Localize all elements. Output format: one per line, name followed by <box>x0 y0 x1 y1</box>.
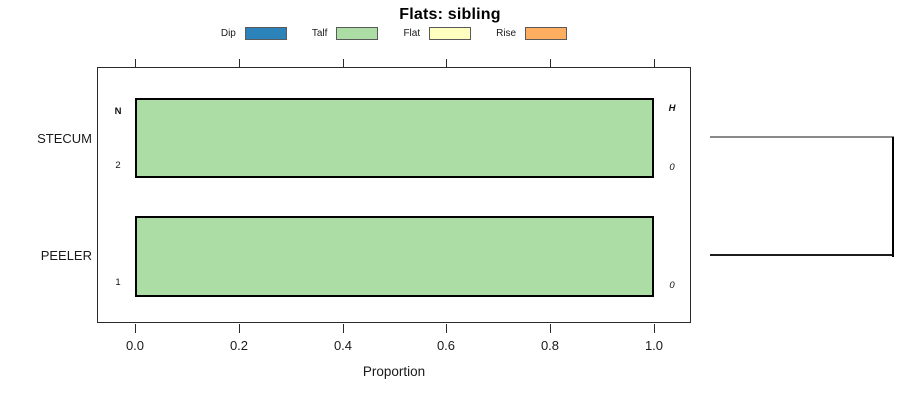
x-tick-mark-top <box>343 59 344 67</box>
legend-item-flat: Flat <box>403 26 472 40</box>
legend-swatch-rise <box>525 26 568 40</box>
x-tick-mark-bottom <box>135 324 136 333</box>
x-tick-mark-bottom <box>239 324 240 333</box>
legend-swatch-dip <box>244 26 287 40</box>
x-tick-mark-bottom <box>343 324 344 333</box>
x-tick-label: 1.0 <box>644 338 664 353</box>
legend-label-rise: Rise <box>496 27 517 39</box>
legend-label-talf: Talf <box>311 27 328 39</box>
dendrogram-joint <box>892 137 894 257</box>
legend-item-talf: Talf <box>311 26 379 40</box>
bar-peeler-talf <box>135 216 654 297</box>
annotation-entropy-peeler: 0 <box>669 280 675 291</box>
y-axis-label-peeler: PEELER <box>40 248 92 263</box>
x-tick-mark-top <box>135 59 136 67</box>
annotation-count-stecum: 2 <box>115 160 121 171</box>
annotation-count-peeler: 1 <box>115 277 121 288</box>
bar-stecum-talf <box>135 98 654 178</box>
legend-label-flat: Flat <box>403 27 421 39</box>
legend: Dip Talf Flat Rise <box>97 24 691 42</box>
x-tick-mark-bottom <box>550 324 551 333</box>
chart-title: Flats: sibling <box>399 6 501 23</box>
x-tick-mark-top <box>239 59 240 67</box>
x-tick-label: 0.2 <box>229 338 249 353</box>
legend-swatch-flat <box>429 26 472 40</box>
annotation-h-header: H <box>668 103 676 114</box>
legend-swatch-talf <box>336 26 379 40</box>
x-tick-label: 0.6 <box>436 338 456 353</box>
y-axis-label-stecum: STECUM <box>37 131 92 146</box>
x-tick-mark-bottom <box>446 324 447 333</box>
x-tick-mark-bottom <box>654 324 655 333</box>
legend-item-rise: Rise <box>496 26 568 40</box>
dendrogram-branch-bottom <box>710 254 894 256</box>
annotation-n-header: N <box>114 106 122 117</box>
x-tick-label: 0.0 <box>125 338 145 353</box>
x-tick-mark-top <box>550 59 551 67</box>
x-tick-label: 0.4 <box>333 338 353 353</box>
legend-item-dip: Dip <box>220 26 287 40</box>
legend-label-dip: Dip <box>220 27 236 39</box>
x-tick-label: 0.8 <box>540 338 560 353</box>
x-tick-mark-top <box>446 59 447 67</box>
dendrogram-branch-top <box>710 136 894 138</box>
x-axis-title: Proportion <box>362 364 426 379</box>
annotation-entropy-stecum: 0 <box>669 162 675 173</box>
x-tick-mark-top <box>654 59 655 67</box>
